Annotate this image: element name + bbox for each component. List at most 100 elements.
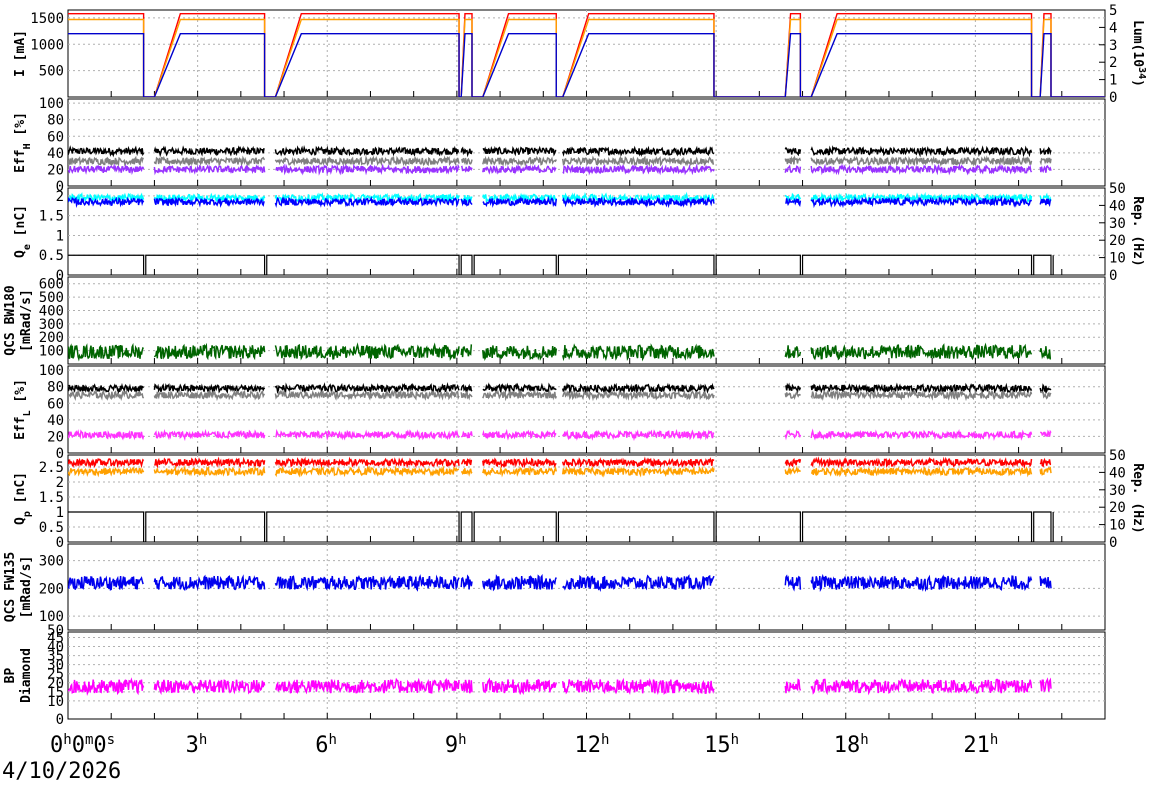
x-tick-label-3: 9h	[445, 732, 467, 758]
series-group-eff-h	[68, 144, 1052, 176]
y-tick-label-bp-diamond-2: 15	[47, 685, 64, 701]
panel-frame-current	[67, 9, 1106, 98]
x-tick-label-part: h	[199, 732, 207, 748]
y-tick-label-current-1: 1000	[30, 37, 64, 53]
series-step-qp-2	[68, 511, 1054, 542]
series-trace-eff-l-2	[68, 428, 1052, 442]
x-tick-label-4: 12h	[575, 732, 610, 758]
y-axis-label2-bp-diamond: Diamond	[19, 648, 34, 703]
x-tick-label-1: 3h	[186, 732, 208, 758]
y-tick-label-eff-l-1: 20	[47, 429, 64, 445]
y-tick-label-bp-diamond-5: 30	[47, 658, 64, 674]
y-axis-label2-qcs-fw135: [mRad/s]	[19, 556, 34, 619]
y-tick-label-eff-h-0: 0	[56, 179, 64, 195]
y-tick-label-qcs-bw180-5: 600	[39, 277, 64, 293]
y-axis-right-label-current: Lum(1034)	[1130, 20, 1148, 87]
y-tick-label-bp-diamond-7: 40	[47, 640, 64, 656]
series-group-qcs-bw180	[68, 342, 1052, 362]
y-axis-right-label-main: Rep. (Hz)	[1130, 196, 1145, 266]
y-axis-label-end: [nC]	[13, 205, 28, 244]
y-tick-label-qe-2: 1	[56, 228, 64, 244]
series-trace-qp-0	[68, 456, 1052, 469]
y-right-tick-label-current-3: 3	[1109, 38, 1117, 54]
y-right-tick-label-qp-5: 50	[1109, 448, 1126, 464]
y-tick-label-eff-l-5: 100	[39, 363, 64, 379]
series-group-current	[68, 12, 1105, 97]
y-tick-label-qcs-fw135-0: 50	[47, 623, 64, 639]
x-tick-label-part: h	[860, 732, 868, 748]
y-tick-label-qe-1: 0.5	[39, 248, 64, 264]
y-tick-label-qp-3: 1.5	[39, 490, 64, 506]
y-axis-label-end: [%]	[13, 379, 28, 410]
series-group-qp	[68, 456, 1054, 542]
y-tick-label-qe-0: 0	[56, 268, 64, 284]
y-tick-label-qcs-bw180-1: 200	[39, 330, 64, 346]
series-trace-eff-h-1	[68, 154, 1052, 168]
y-axis-label-main: Q	[13, 517, 28, 525]
y-axis-label-qe: Qe [nC]	[13, 205, 33, 258]
y-axis-label-main: QCS FW135	[3, 552, 18, 622]
y-axis-label-eff-h: EffH [%]	[13, 112, 33, 173]
y-axis-label-main: BP	[3, 668, 18, 684]
y-right-tick-label-qp-4: 40	[1109, 465, 1126, 481]
series-group-eff-l	[68, 382, 1052, 442]
y-right-tick-label-qe-4: 40	[1109, 198, 1126, 214]
y-tick-label-bp-diamond-6: 35	[47, 649, 64, 665]
y-tick-label-bp-diamond-1: 10	[47, 694, 64, 710]
date-label: 4/10/2026	[2, 759, 121, 782]
x-tick-label-part: h	[731, 732, 739, 748]
y-tick-label-eff-l-4: 80	[47, 380, 64, 396]
x-tick-label-part: h	[63, 732, 71, 748]
y-tick-label-eff-h-2: 40	[47, 146, 64, 162]
y-tick-label-current-2: 1500	[30, 11, 64, 27]
x-tick-label-part: 18	[834, 733, 861, 758]
y-tick-label-eff-l-0: 0	[56, 446, 64, 462]
y-axis-label-end: [%]	[13, 112, 28, 143]
series-trace-qp-1	[68, 465, 1052, 478]
y-axis-label-sub: H	[22, 143, 33, 149]
y-tick-label-eff-l-3: 60	[47, 396, 64, 412]
y-axis-label-main: I [mA]	[13, 30, 28, 77]
y-axis-label-main: Eff	[13, 149, 28, 172]
series-line-current-2	[68, 33, 1105, 97]
y-axis-right-label-sup: 34	[1137, 67, 1148, 79]
y-tick-label-current-0: 500	[39, 64, 64, 80]
y-right-tick-label-qp-2: 20	[1109, 500, 1126, 516]
x-tick-label-part: 0	[72, 733, 85, 758]
x-tick-label-part: 6	[315, 733, 328, 758]
series-step-qe-2	[68, 254, 1054, 275]
y-right-tick-label-qe-0: 0	[1109, 268, 1117, 284]
y-right-tick-label-qe-2: 20	[1109, 233, 1126, 249]
y-tick-label-qcs-fw135-3: 300	[39, 554, 64, 570]
y-right-tick-label-qp-3: 30	[1109, 483, 1126, 499]
y-axis-label-sub: e	[22, 244, 33, 250]
y-axis-label2-qcs-bw180: [mRad/s]	[19, 289, 34, 352]
y-axis-label-qcs-bw180: QCS BW180	[3, 285, 18, 356]
y-axis-right-label-main: Rep. (Hz)	[1130, 463, 1145, 533]
y-tick-label-qe-4: 2	[56, 189, 64, 205]
y-tick-label-qcs-bw180-4: 500	[39, 290, 64, 306]
x-tick-label-part: s	[107, 732, 115, 748]
x-tick-label-5: 15h	[704, 732, 739, 758]
y-tick-label-bp-diamond-0: 0	[56, 712, 64, 728]
y-tick-label-qp-1: 0.5	[39, 520, 64, 536]
series-group-qcs-fw135	[68, 573, 1052, 593]
y-tick-label-eff-h-1: 20	[47, 162, 64, 178]
x-tick-label-part: 0	[50, 733, 63, 758]
y-tick-label-bp-diamond-3: 20	[47, 676, 64, 692]
y-axis-label-qp: Qp [nC]	[13, 472, 33, 525]
y-right-tick-label-current-5: 5	[1109, 3, 1117, 19]
x-tick-label-6: 18h	[834, 732, 869, 758]
x-tick-label-0: 0h0m0s	[50, 732, 115, 758]
y-axis-right-label-qe: Rep. (Hz)	[1130, 196, 1145, 266]
y-axis-label-main: Eff	[13, 416, 28, 439]
y-axis-right-label-main: Lum(10	[1130, 20, 1145, 67]
panel-frame-bp-diamond	[67, 631, 1106, 720]
panel-frame-qcs-bw180	[67, 276, 1106, 365]
y-tick-label-bp-diamond-4: 25	[47, 667, 64, 683]
y-right-tick-label-qe-3: 30	[1109, 216, 1126, 232]
y-tick-label-eff-h-3: 60	[47, 129, 64, 145]
y-right-tick-label-qe-5: 50	[1109, 181, 1126, 197]
y-axis-label-main: Q	[13, 250, 28, 258]
